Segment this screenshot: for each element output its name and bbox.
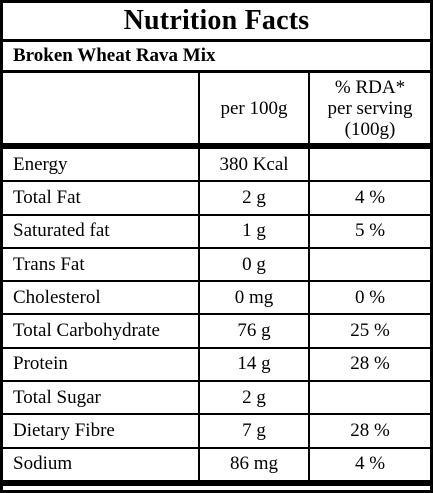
nutrient-value: 380 Kcal [198,146,309,182]
nutrient-value: 2 g [198,381,309,415]
table-row: Trans Fat 0 g [3,247,430,282]
nutrient-name: Total Sugar [13,386,101,408]
nutrient-value: 86 mg [198,447,309,483]
nutrient-value: 0 mg [198,281,309,315]
nutrient-name: Dietary Fibre [13,420,115,442]
nutrient-value: 76 g [198,314,309,348]
nutrient-value: 14 g [198,347,309,382]
table-row: Protein 14 g 28 % [3,347,430,382]
table-row: Total Sugar 2 g [3,381,430,415]
nutrient-rda: 5 % [308,214,430,248]
nutrition-table: per 100g % RDA* per serving (100g) Energ… [3,73,430,486]
page-title: Nutrition Facts [3,3,430,42]
product-name: Broken Wheat Rava Mix [3,42,430,73]
header-rda-line3: (100g) [344,118,396,140]
nutrient-name: Cholesterol [13,286,101,308]
nutrient-rda: 0 % [308,281,430,315]
nutrient-value: 1 g [198,214,309,248]
nutrient-name: Energy [13,153,68,175]
nutrient-name: Total Fat [13,186,81,208]
nutrient-value: 2 g [198,181,309,215]
nutrient-rda: 4 % [308,447,430,483]
header-rda-line1: % RDA* [334,76,406,98]
nutrient-rda: 25 % [308,314,430,348]
nutrient-rda: 28 % [308,347,430,382]
header-rda: % RDA* per serving (100g) [308,73,430,146]
table-row: Sodium 86 mg 4 % [3,447,430,483]
table-header-row: per 100g % RDA* per serving (100g) [3,73,430,146]
nutrient-rda: 28 % [308,414,430,448]
header-nutrient [3,73,199,146]
table-row: Cholesterol 0 mg 0 % [3,281,430,315]
header-rda-line2: per serving [327,97,413,119]
nutrient-name: Sodium [13,453,73,475]
nutrient-name: Trans Fat [13,253,85,275]
nutrient-name: Protein [13,353,68,375]
nutrient-name: Total Carbohydrate [13,320,160,342]
nutrient-name: Saturated fat [13,220,110,242]
table-row: Total Carbohydrate 76 g 25 % [3,314,430,348]
header-per-100g: per 100g [198,73,309,146]
nutrient-rda [308,247,430,282]
table-row: Dietary Fibre 7 g 28 % [3,414,430,448]
nutrient-value: 7 g [198,414,309,448]
nutrient-rda [308,146,430,182]
table-row: Energy 380 Kcal [3,146,430,182]
nutrient-rda: 4 % [308,181,430,215]
nutrient-value: 0 g [198,247,309,282]
nutrient-rda [308,381,430,415]
